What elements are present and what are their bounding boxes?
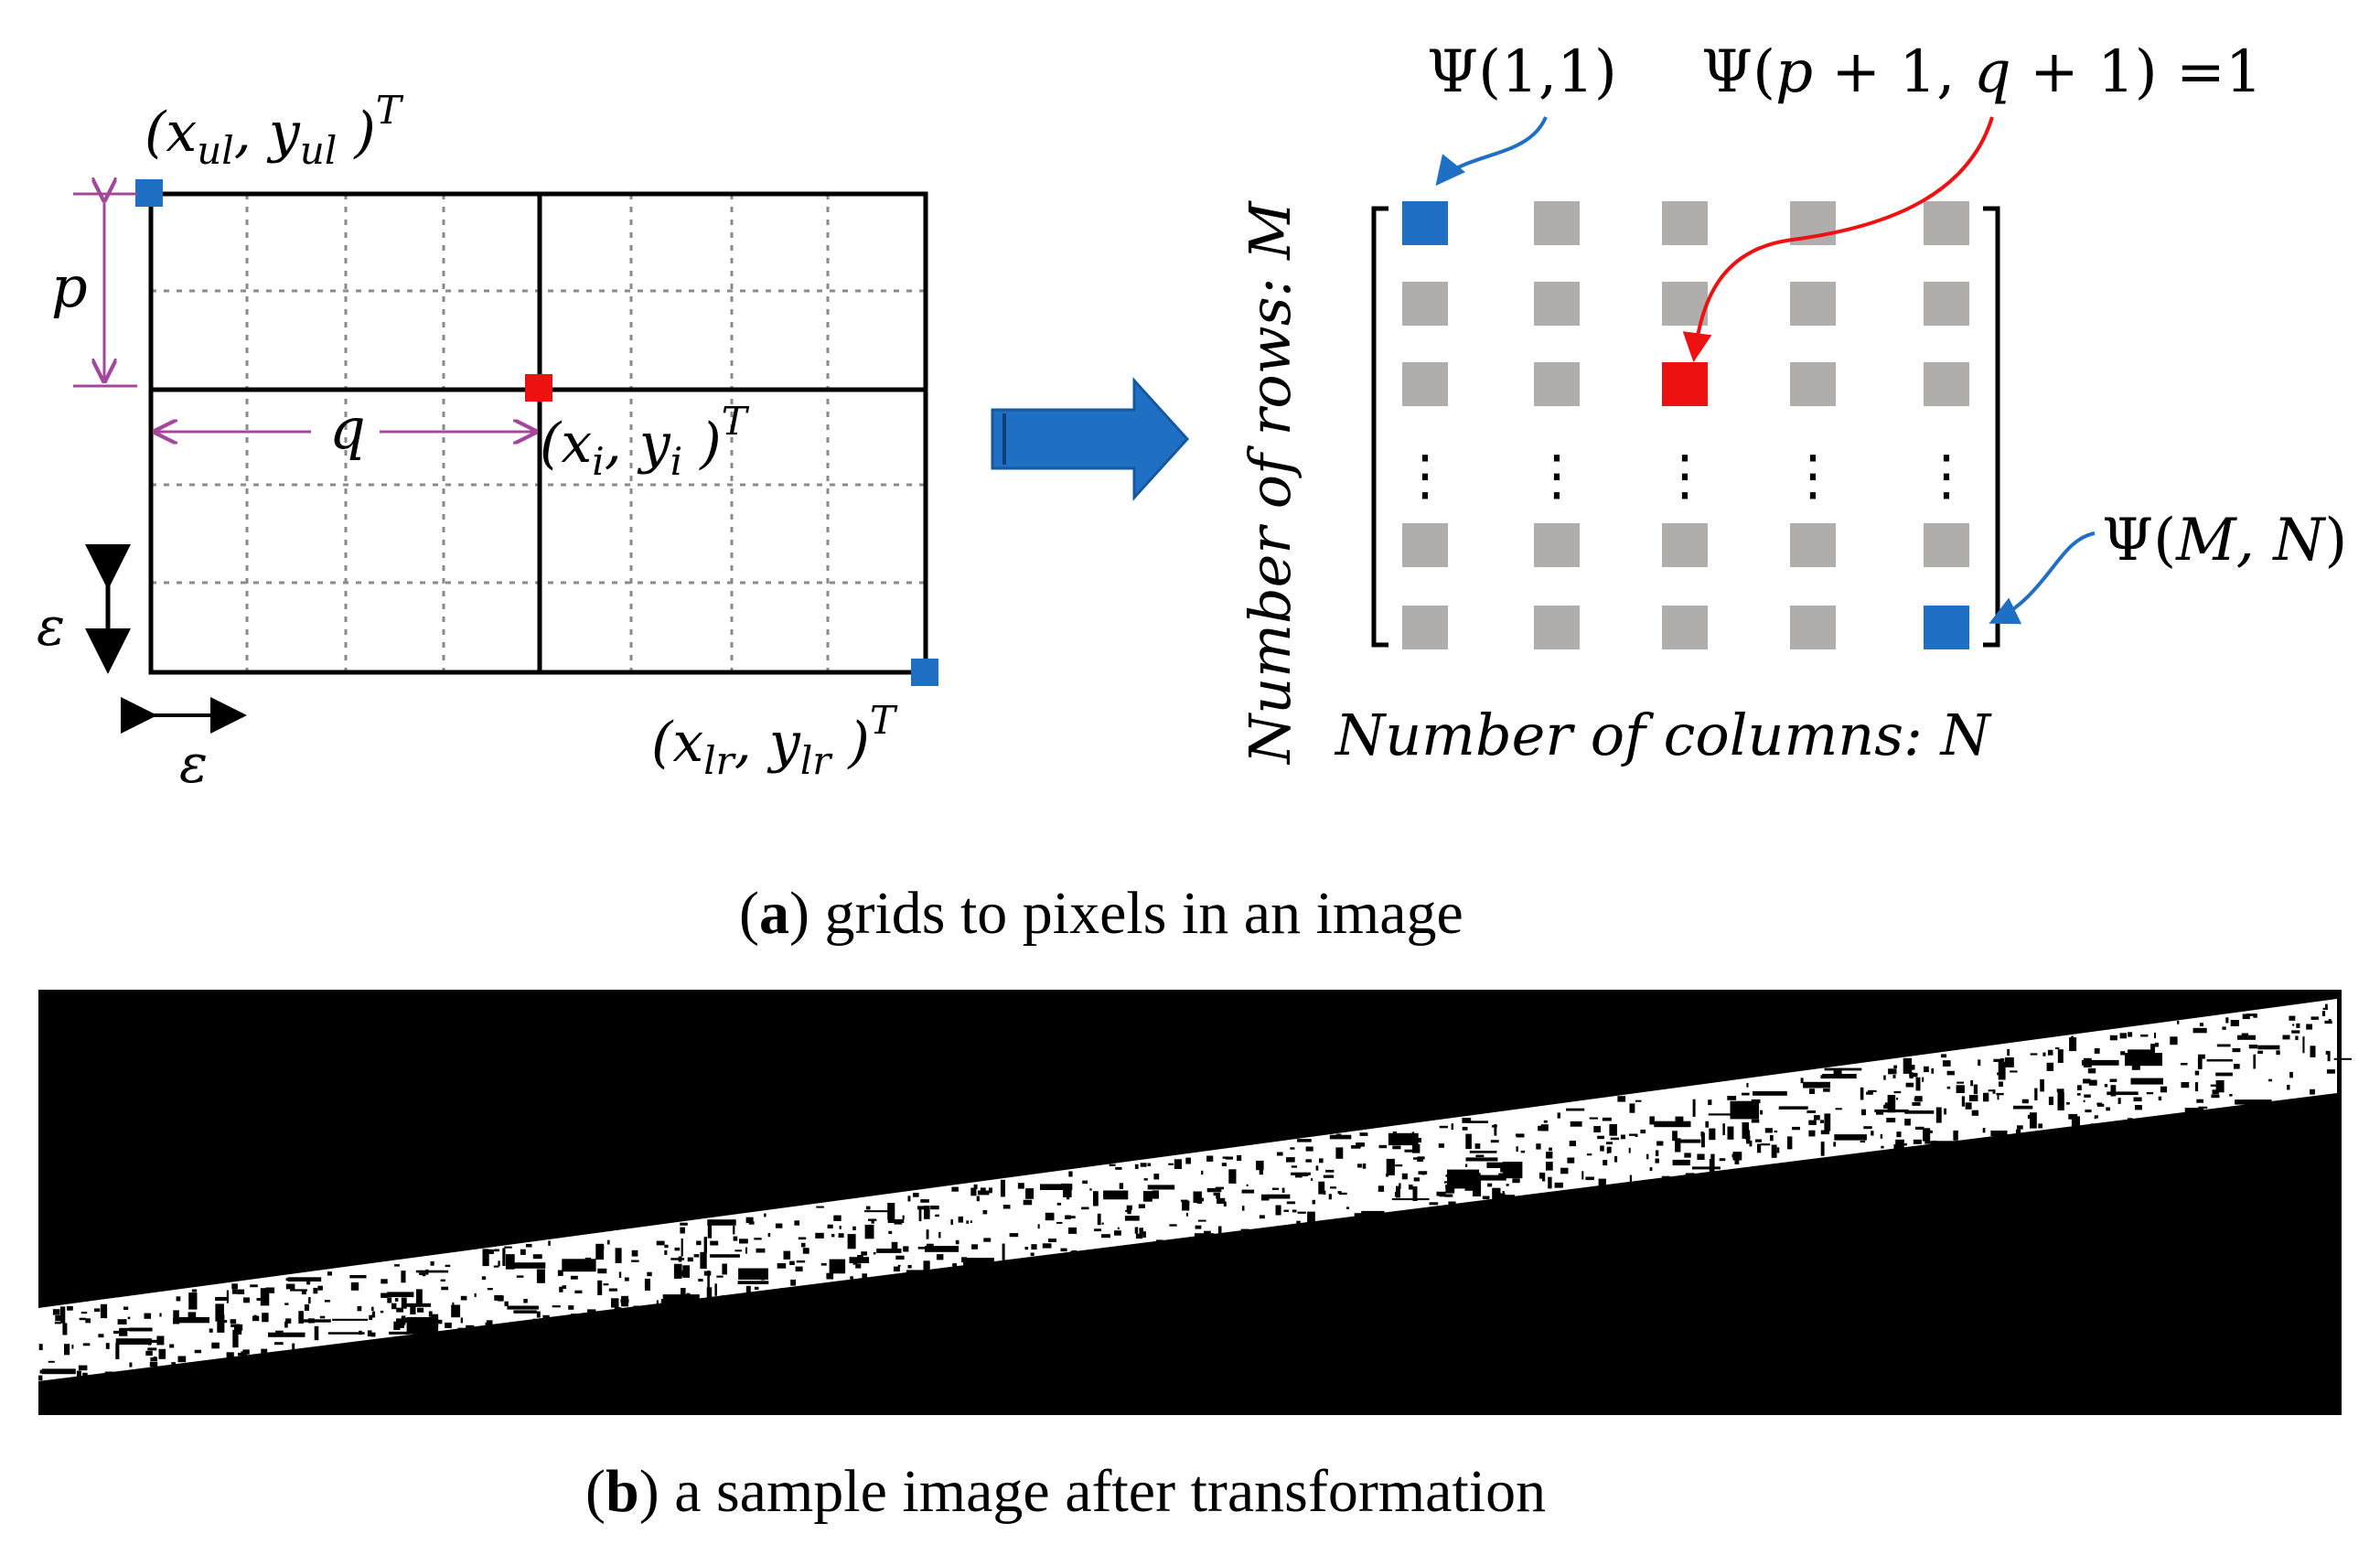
- psi-first-arrow: [1435, 116, 1548, 187]
- matrix-cell: [1790, 282, 1836, 326]
- matrix-cells: ⋮ ⋮ ⋮ ⋮ ⋮: [1398, 201, 1974, 649]
- eps-horizontal-label: ε: [179, 733, 208, 795]
- matrix-ellipsis: ⋮: [1529, 444, 1584, 508]
- matrix-cell: [1402, 362, 1448, 406]
- caption-b: (b) a sample image after transformation: [585, 1458, 1546, 1525]
- matrix-cell: [1662, 282, 1708, 326]
- transform-arrow: [991, 377, 1190, 501]
- upper-left-marker: [135, 179, 163, 207]
- matrix-cell: [1924, 282, 1969, 326]
- matrix-cell: [1402, 282, 1448, 326]
- matrix-ellipsis: ⋮: [1785, 444, 1840, 508]
- matrix-cell: [1662, 523, 1708, 567]
- matrix-cell: [1924, 362, 1969, 406]
- left-bracket: [1371, 206, 1388, 648]
- matrix-cell: [1534, 606, 1580, 649]
- matrix-cell: [1534, 523, 1580, 567]
- q-label: q: [329, 395, 366, 462]
- psi-last-label: Ψ(M, N): [2102, 507, 2347, 574]
- cols-label: Number of columns: N: [1334, 702, 1993, 768]
- matrix-ellipsis: ⋮: [1398, 444, 1453, 508]
- speckle-texture: [38, 1003, 2352, 1390]
- upper-left-coordinate: (xul, yul )T: [145, 88, 404, 173]
- pixel-matrix: ⋮ ⋮ ⋮ ⋮ ⋮ Ψ(1,1) Ψ(p + 1, q + 1) =1 Ψ(M, N) …: [1237, 38, 2347, 768]
- matrix-cell: [1924, 201, 1969, 245]
- source-grid: p q ε ε (xul, yul )T (xlr, ylr )T (xi, y…: [37, 88, 938, 795]
- grid-point-marker: [525, 374, 552, 402]
- matrix-cell: [1402, 606, 1448, 649]
- matrix-cell: [1534, 362, 1580, 406]
- matrix-cell-first: [1402, 201, 1448, 245]
- right-bracket: [1983, 206, 2000, 648]
- matrix-cell: [1662, 201, 1708, 245]
- p-label: p: [51, 253, 88, 320]
- matrix-cell: [1924, 523, 1969, 567]
- psi-target-arrow: [1682, 116, 1994, 362]
- grid-point-coordinate: (xi, yi )T: [540, 399, 750, 484]
- matrix-cell: [1790, 362, 1836, 406]
- lower-right-marker: [911, 659, 938, 686]
- matrix-cell: [1790, 523, 1836, 567]
- matrix-ellipsis: ⋮: [1919, 444, 1974, 508]
- matrix-cell-last: [1924, 606, 1969, 649]
- psi-last-arrow: [1989, 531, 2096, 625]
- lower-right-coordinate: (xlr, ylr )T: [651, 698, 898, 783]
- eps-vertical-label: ε: [37, 595, 65, 658]
- rows-label: Number of rows: M: [1237, 200, 1303, 766]
- matrix-cell: [1790, 606, 1836, 649]
- caption-a: (a) grids to pixels in an image: [739, 880, 1463, 947]
- psi-first-label: Ψ(1,1): [1427, 38, 1617, 106]
- matrix-cell-target: [1662, 362, 1708, 406]
- matrix-cell: [1534, 201, 1580, 245]
- matrix-cell: [1662, 606, 1708, 649]
- psi-target-label: Ψ(p + 1, q + 1) =1: [1701, 38, 2262, 106]
- matrix-cell: [1402, 523, 1448, 567]
- transformed-image: [38, 990, 2352, 1415]
- matrix-ellipsis: ⋮: [1657, 444, 1712, 508]
- matrix-cell: [1534, 282, 1580, 326]
